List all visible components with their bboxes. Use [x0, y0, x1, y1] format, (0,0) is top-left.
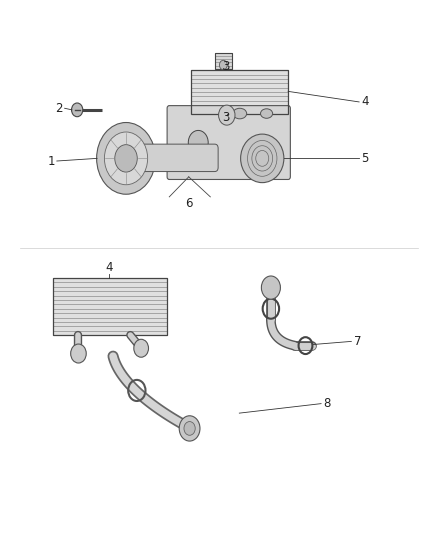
Bar	[215, 53, 232, 69]
Circle shape	[184, 422, 195, 435]
FancyBboxPatch shape	[125, 144, 218, 172]
Ellipse shape	[261, 109, 272, 118]
Text: 7: 7	[353, 335, 361, 348]
Circle shape	[104, 132, 148, 185]
Circle shape	[134, 340, 148, 357]
Text: 6: 6	[185, 197, 192, 209]
Text: 8: 8	[323, 397, 331, 410]
Text: 4: 4	[361, 95, 369, 108]
Circle shape	[71, 103, 83, 117]
Circle shape	[219, 60, 227, 70]
Text: 2: 2	[55, 102, 63, 115]
Bar	[53, 278, 167, 335]
Circle shape	[188, 131, 208, 155]
Circle shape	[97, 123, 155, 194]
FancyBboxPatch shape	[167, 106, 290, 180]
Bar	[215, 53, 232, 69]
Circle shape	[115, 144, 137, 172]
Circle shape	[261, 276, 280, 299]
Text: 5: 5	[361, 152, 369, 165]
Ellipse shape	[233, 108, 247, 119]
Bar	[191, 70, 288, 114]
Ellipse shape	[240, 134, 284, 183]
Text: 3: 3	[222, 111, 230, 124]
Circle shape	[179, 416, 200, 441]
Bar	[191, 70, 288, 114]
Circle shape	[219, 105, 235, 125]
Bar	[53, 278, 167, 335]
Circle shape	[71, 344, 86, 363]
Text: 3: 3	[222, 60, 230, 72]
Text: 1: 1	[47, 155, 55, 167]
Text: 4: 4	[105, 261, 113, 274]
